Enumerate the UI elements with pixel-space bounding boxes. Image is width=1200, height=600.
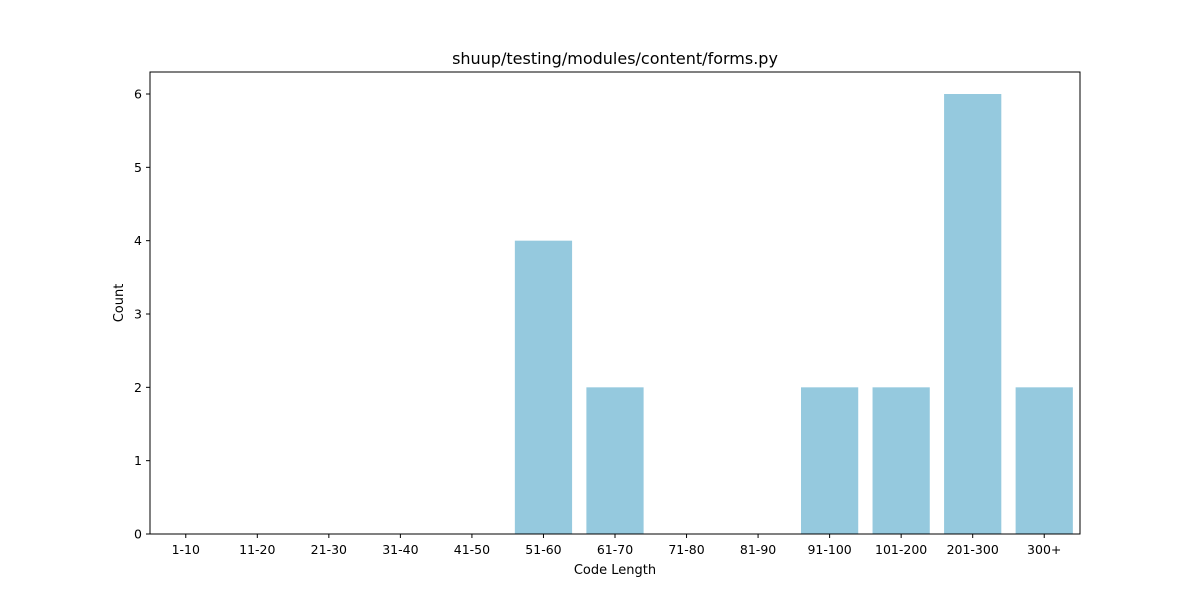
- x-tick-label: 300+: [1027, 542, 1061, 557]
- y-tick-label: 0: [134, 527, 142, 542]
- x-tick-label: 21-30: [311, 542, 347, 557]
- x-tick-label: 81-90: [740, 542, 776, 557]
- bar-61-70: [586, 387, 644, 534]
- bar-91-100: [801, 387, 859, 534]
- x-tick-label: 61-70: [597, 542, 633, 557]
- x-tick-label: 41-50: [454, 542, 490, 557]
- x-tick-label: 31-40: [382, 542, 418, 557]
- x-axis-title: Code Length: [574, 563, 656, 578]
- chart-title: shuup/testing/modules/content/forms.py: [452, 49, 778, 68]
- bar-300+: [1015, 387, 1073, 534]
- y-tick-label: 5: [134, 160, 142, 175]
- x-tick-label: 101-200: [875, 542, 927, 557]
- bar-51-60: [514, 240, 573, 535]
- x-tick-label: 71-80: [668, 542, 704, 557]
- bar-201-300: [944, 94, 1002, 534]
- bars-group: [514, 94, 1073, 535]
- bar-101-200: [872, 387, 930, 534]
- x-tick-label: 11-20: [239, 542, 275, 557]
- y-axis-title: Count: [112, 284, 127, 323]
- x-axis: 1-10 11-20 21-30 31-40 41-50 51-60 61-70 71-80 8…: [172, 534, 1061, 557]
- x-tick-label: 91-100: [807, 542, 851, 557]
- y-tick-label: 2: [134, 380, 142, 395]
- y-tick-label: 6: [134, 87, 142, 102]
- y-tick-label: 4: [134, 233, 142, 248]
- x-tick-label: 1-10: [172, 542, 200, 557]
- y-axis: 0 1 2 3 4 5 6: [134, 87, 150, 542]
- y-tick-label: 3: [134, 307, 142, 322]
- y-tick-label: 1: [134, 453, 142, 468]
- x-tick-label: 201-300: [947, 542, 999, 557]
- x-tick-label: 51-60: [525, 542, 561, 557]
